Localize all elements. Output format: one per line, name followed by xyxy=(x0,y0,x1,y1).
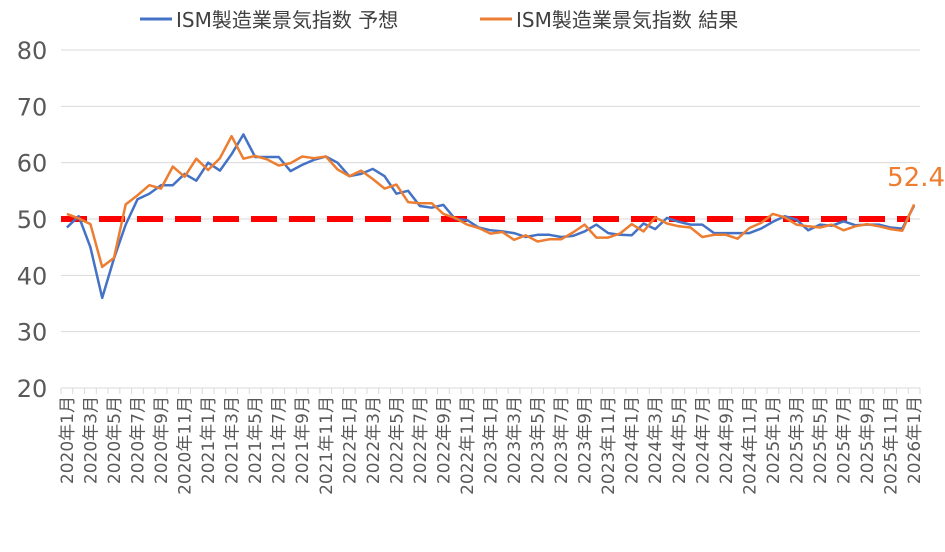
x-tick-label: 2025年5月 xyxy=(811,396,831,484)
x-tick-label: 2023年7月 xyxy=(552,396,572,484)
x-tick-label: 2020年11月 xyxy=(176,396,196,495)
y-tick-label: 30 xyxy=(17,319,48,347)
x-tick-label: 2021年5月 xyxy=(246,396,266,484)
x-tick-label: 2020年9月 xyxy=(152,396,172,484)
x-tick-label: 2020年3月 xyxy=(81,396,101,484)
x-tick-label: 2021年7月 xyxy=(270,396,290,484)
x-tick-label: 2024年7月 xyxy=(693,396,713,484)
x-tick-label: 2023年1月 xyxy=(482,396,502,484)
x-tick-label: 2020年7月 xyxy=(128,396,148,484)
x-tick-label: 2022年7月 xyxy=(411,396,431,484)
x-tick-label: 2021年3月 xyxy=(223,396,243,484)
x-tick-label: 2024年11月 xyxy=(740,396,760,495)
x-tick-label: 2023年9月 xyxy=(576,396,596,484)
x-tick-label: 2025年7月 xyxy=(835,396,855,484)
y-tick-label: 80 xyxy=(17,37,48,65)
x-tick-label: 2022年3月 xyxy=(364,396,384,484)
y-tick-label: 60 xyxy=(17,150,48,178)
y-axis-ticks: 20 30 40 50 60 70 80 xyxy=(17,37,48,403)
x-tick-label: 2025年9月 xyxy=(858,396,878,484)
gridlines xyxy=(61,49,920,333)
x-tick-label: 2026年1月 xyxy=(905,396,925,484)
y-tick-label: 20 xyxy=(17,375,48,403)
x-tick-label: 2024年9月 xyxy=(717,396,737,484)
series-line-forecast xyxy=(66,133,916,300)
series-line-actual xyxy=(66,134,916,269)
x-tick-label: 2021年1月 xyxy=(199,396,219,484)
y-tick-label: 70 xyxy=(17,93,48,121)
chart-legend: ISM製造業景気指数 予想 ISM製造業景気指数 結果 xyxy=(140,8,738,32)
x-tick-label: 2020年5月 xyxy=(105,396,125,484)
x-tick-label: 2024年3月 xyxy=(646,396,666,484)
x-tick-label: 2023年11月 xyxy=(599,396,619,495)
x-tick-label: 2022年5月 xyxy=(387,396,407,484)
legend-label-forecast: ISM製造業景気指数 予想 xyxy=(176,8,398,32)
x-tick-label: 2021年11月 xyxy=(317,396,337,495)
last-value-annotation: 52.4 xyxy=(887,163,945,193)
legend-label-actual: ISM製造業景気指数 結果 xyxy=(516,8,738,32)
x-tick-label: 2022年9月 xyxy=(434,396,454,484)
x-tick-label: 2020年1月 xyxy=(58,396,78,484)
x-axis-ticks: 2020年1月 2020年3月 2020年5月 2020年7月 2020年9月 2020年… xyxy=(58,388,925,495)
x-tick-label: 2023年3月 xyxy=(505,396,525,484)
x-tick-label: 2022年1月 xyxy=(340,396,360,484)
x-tick-label: 2025年11月 xyxy=(882,396,902,495)
x-tick-label: 2022年11月 xyxy=(458,396,478,495)
x-tick-label: 2024年5月 xyxy=(670,396,690,484)
series-lines xyxy=(66,133,916,300)
x-tick-label: 2021年9月 xyxy=(293,396,313,484)
x-tick-label: 2024年1月 xyxy=(623,396,643,484)
y-tick-label: 40 xyxy=(17,262,48,290)
x-tick-label: 2023年5月 xyxy=(529,396,549,484)
y-tick-label: 50 xyxy=(17,206,48,234)
x-tick-label: 2025年3月 xyxy=(787,396,807,484)
x-tick-label: 2025年1月 xyxy=(764,396,784,484)
